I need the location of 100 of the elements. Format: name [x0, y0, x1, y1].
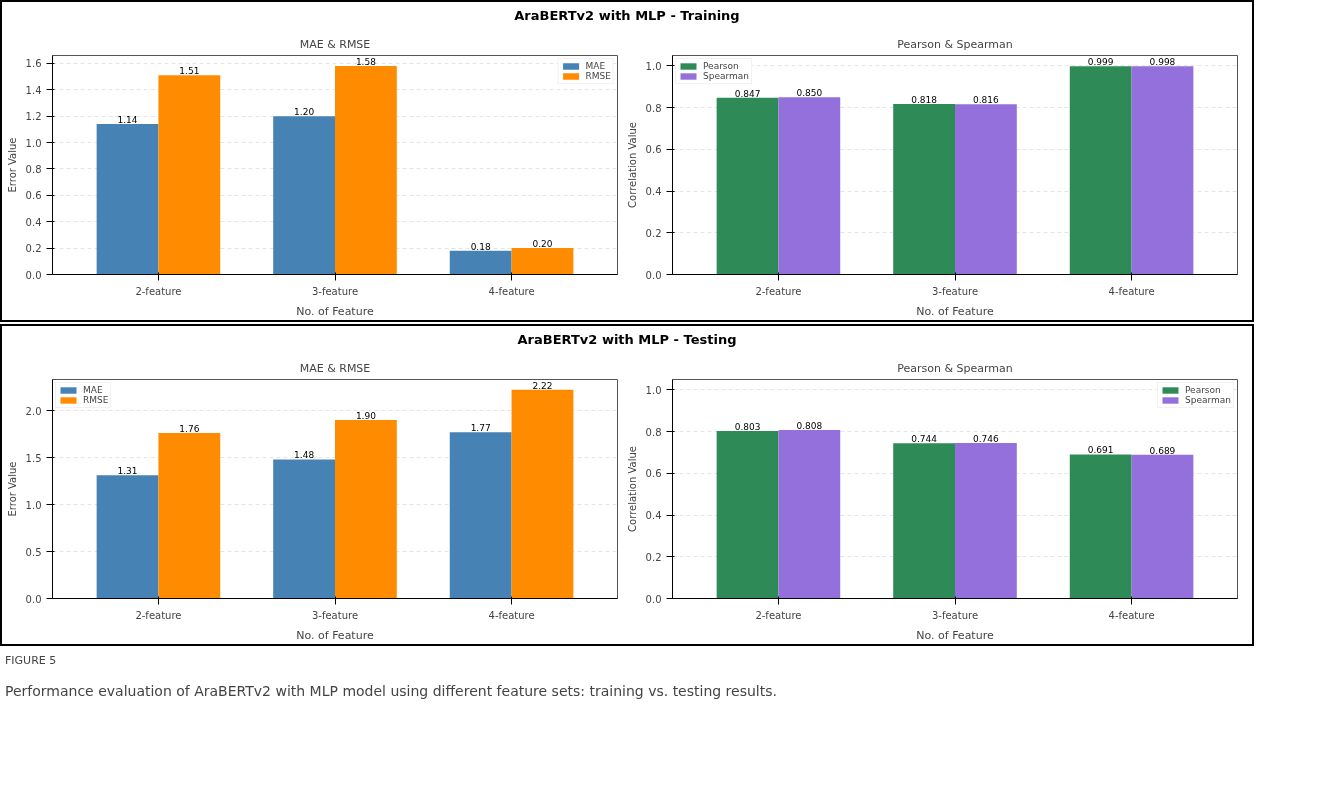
- data-label: 0.803: [734, 422, 761, 433]
- data-label: 1.20: [294, 107, 315, 118]
- y-tick-label: 1.5: [25, 452, 42, 464]
- data-label: 1.58: [355, 57, 377, 68]
- y-tick-label: 0.8: [25, 163, 42, 175]
- y-tick-label: 1.0: [645, 384, 662, 396]
- y-axis-title: Error Value: [6, 137, 18, 193]
- y-tick-label: 0.4: [25, 216, 42, 228]
- legend-label: Pearson: [703, 61, 739, 71]
- legend-label: RMSE: [83, 395, 109, 405]
- bar: [955, 442, 1017, 599]
- bar: [1131, 454, 1194, 599]
- data-label: 0.746: [973, 433, 1000, 444]
- chart-subtitle: AraBERTv2 with MLP - Training: [514, 7, 740, 25]
- chart-title: Pearson & Spearman: [897, 361, 1013, 375]
- legend-label: Spearman: [703, 71, 750, 81]
- x-axis-title: No. of Feature: [296, 304, 374, 318]
- x-tick-label: 2-feature: [135, 609, 182, 621]
- data-label: 0.689: [1149, 445, 1176, 456]
- data-label: 1.31: [117, 466, 138, 477]
- y-axis-title: Correlation Value: [626, 446, 638, 532]
- y-tick-label: 0.4: [645, 510, 662, 522]
- y-tick-label: 0.0: [25, 269, 42, 281]
- bar: [778, 429, 841, 599]
- data-label: 0.850: [796, 88, 823, 99]
- bar: [1131, 66, 1194, 275]
- bar: [335, 419, 397, 599]
- data-label: 1.14: [117, 115, 138, 126]
- bar: [778, 97, 841, 275]
- bar: [449, 250, 512, 275]
- x-axis-title: No. of Feature: [916, 304, 994, 318]
- data-label: 0.816: [973, 95, 1000, 106]
- legend-label: Spearman: [1184, 395, 1231, 405]
- y-axis-title: Correlation Value: [626, 122, 638, 208]
- x-tick-label: 4-feature: [1108, 609, 1155, 621]
- bar: [511, 248, 574, 275]
- data-label: 1.77: [470, 423, 491, 434]
- data-label: 2.22: [532, 380, 553, 391]
- y-axis-title: Error Value: [6, 461, 18, 517]
- text: Performance evaluation of AraBERTv2 with MLP model using different feature sets: training vs. testing results.: [5, 681, 777, 701]
- x-axis-title: No. of Feature: [296, 628, 374, 642]
- chart-title: MAE & RMSE: [299, 37, 371, 51]
- y-tick-label: 0.8: [645, 426, 662, 438]
- bar: [893, 443, 955, 599]
- y-tick-label: 0.6: [25, 190, 42, 202]
- legend-label: Pearson: [1184, 385, 1221, 395]
- y-tick-label: 0.0: [645, 269, 662, 281]
- data-label: 0.808: [796, 420, 823, 431]
- y-tick-label: 1.0: [645, 60, 662, 72]
- data-label: 0.18: [470, 241, 491, 252]
- bar: [96, 475, 159, 599]
- data-label: 0.998: [1149, 57, 1176, 68]
- x-tick-label: 4-feature: [488, 609, 535, 621]
- chart-title: Pearson & Spearman: [897, 37, 1013, 51]
- y-tick-label: 0.2: [645, 227, 662, 239]
- y-tick-label: 1.2: [25, 111, 42, 123]
- y-tick-label: 0.8: [645, 102, 662, 114]
- data-label: 0.744: [911, 434, 938, 445]
- bar: [335, 66, 397, 275]
- y-tick-label: 1.0: [25, 137, 42, 149]
- x-tick-label: 3-feature: [311, 285, 359, 297]
- bar: [893, 103, 955, 275]
- data-label: 1.51: [179, 66, 200, 77]
- x-tick-label: 4-feature: [1108, 285, 1155, 297]
- y-tick-label: 0.0: [645, 593, 662, 605]
- legend-label: RMSE: [585, 71, 611, 81]
- data-label: 0.999: [1087, 57, 1114, 68]
- bar: [511, 389, 574, 599]
- y-tick-label: 1.0: [25, 499, 42, 511]
- y-tick-label: 0.2: [25, 243, 42, 255]
- y-tick-label: 0.6: [645, 468, 662, 480]
- bar: [158, 433, 221, 599]
- bar: [158, 75, 221, 275]
- x-tick-label: 3-feature: [931, 285, 979, 297]
- x-tick-label: 3-feature: [311, 609, 359, 621]
- caption: FIGURE 5: [5, 653, 57, 669]
- bar: [955, 104, 1017, 275]
- bar: [96, 124, 159, 275]
- y-tick-label: 0.6: [645, 144, 662, 156]
- x-tick-label: 2-feature: [755, 285, 802, 297]
- data-label: 0.691: [1087, 445, 1114, 456]
- chart-subtitle: AraBERTv2 with MLP - Testing: [517, 331, 737, 349]
- chart-title: MAE & RMSE: [299, 361, 371, 375]
- x-tick-label: 4-feature: [488, 285, 535, 297]
- x-tick-label: 3-feature: [931, 609, 979, 621]
- data-label: 1.48: [294, 450, 315, 461]
- y-tick-label: 0.5: [25, 546, 42, 558]
- bar: [1069, 454, 1132, 599]
- bar: [716, 97, 779, 275]
- bar: [273, 116, 335, 275]
- y-tick-label: 1.6: [25, 58, 42, 70]
- data-label: 0.20: [532, 239, 553, 250]
- legend-label: MAE: [585, 61, 606, 71]
- data-label: 1.76: [179, 424, 200, 435]
- bar: [716, 431, 779, 599]
- bar: [1069, 66, 1132, 275]
- data-label: 1.90: [355, 410, 377, 421]
- y-tick-label: 0.2: [645, 551, 662, 563]
- y-tick-label: 0.0: [25, 593, 42, 605]
- bar: [449, 432, 512, 599]
